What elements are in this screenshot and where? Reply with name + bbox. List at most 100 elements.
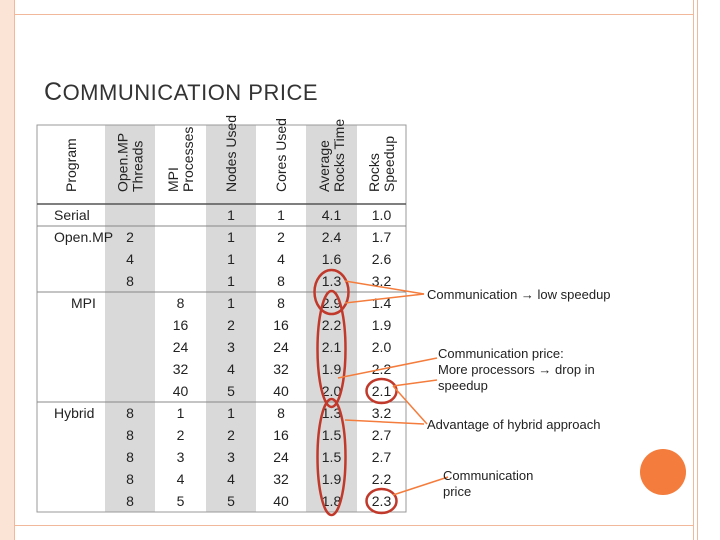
table-cell: 1	[227, 207, 235, 223]
table-cell: 2	[227, 427, 235, 443]
table-cell: 32	[173, 361, 189, 377]
shaded-column	[105, 125, 155, 512]
annotation-line: Communication	[443, 468, 534, 483]
table-cell: 8	[126, 471, 134, 487]
table-cell: 8	[277, 405, 285, 421]
table-cell: 4	[227, 361, 235, 377]
table-cell: 24	[173, 339, 189, 355]
slide-title-rest: OMMUNICATION PRICE	[62, 80, 319, 105]
table-cell: 40	[173, 383, 189, 399]
table-cell: 1	[227, 229, 235, 245]
slide-title-initial: C	[44, 78, 63, 106]
table-header-label: Speedup	[381, 136, 397, 192]
annotation-line: More processors → drop in	[438, 362, 595, 377]
table-cell: 3	[227, 339, 235, 355]
table-header-label: Program	[63, 138, 79, 192]
callout-line	[392, 476, 449, 496]
table-cell: 16	[273, 317, 289, 333]
table-cell: 24	[273, 339, 289, 355]
table-cell: 4	[177, 471, 185, 487]
table-cell: 8	[126, 427, 134, 443]
slide-frame-bottom	[14, 525, 693, 526]
table-cell: 2.6	[372, 251, 392, 267]
table-border	[36, 124, 407, 513]
shaded-column	[306, 125, 357, 512]
highlight-oval	[313, 268, 350, 316]
table-cell: 1.9	[322, 361, 342, 377]
table-cell: 8	[126, 273, 134, 289]
table-cell: 1	[227, 295, 235, 311]
table-cell: 1.5	[322, 427, 342, 443]
callout-line	[392, 385, 428, 425]
table-cell: 5	[227, 383, 235, 399]
table-header-label: Processes	[180, 127, 196, 192]
annotation-communication-price-2: Communication price	[443, 468, 533, 500]
table-header-label: MPI	[165, 167, 181, 192]
annotation-line: price	[443, 484, 472, 499]
table-cell: 1	[177, 405, 185, 421]
table-header-label: Rocks Time	[331, 119, 347, 192]
slide-frame-line-left	[14, 0, 15, 540]
highlight-oval	[316, 289, 347, 409]
annotation-communication-price: Communication price: More processors → d…	[438, 346, 595, 394]
table-cell: 1	[227, 405, 235, 421]
slide-title: COMMUNICATION PRICE	[44, 78, 318, 107]
slide-frame-right	[693, 0, 694, 540]
table-cell: 2.7	[372, 427, 392, 443]
table-cell: 2.0	[372, 339, 392, 355]
table-cell: 8	[277, 295, 285, 311]
table-cell: 2.2	[322, 317, 342, 333]
table-cell: 2.1	[322, 339, 342, 355]
table-cell: 8	[126, 405, 134, 421]
table-cell: 2.3	[372, 493, 392, 509]
table-cell: 1.3	[322, 273, 342, 289]
table-cell: 8	[126, 449, 134, 465]
annotation-line: speedup	[438, 378, 488, 393]
table-header-label: Open.MP	[115, 133, 131, 192]
table-cell: 2	[227, 317, 235, 333]
table-cell: 5	[227, 493, 235, 509]
table-cell: 40	[273, 383, 289, 399]
table-cell: 40	[273, 493, 289, 509]
table-cell: 1	[227, 273, 235, 289]
table-cell: 4	[277, 251, 285, 267]
slide-frame-top	[14, 14, 693, 15]
highlight-oval	[316, 397, 347, 517]
table-cell: 3	[227, 449, 235, 465]
callout-line	[392, 379, 438, 387]
table-row-label: Serial	[54, 207, 90, 223]
table-cell: 1.9	[372, 317, 392, 333]
table-cell: 4.1	[322, 207, 342, 223]
table-cell: 1.3	[322, 405, 342, 421]
highlight-circle	[365, 487, 398, 515]
table-cell: 1.6	[322, 251, 342, 267]
decorative-orange-circle	[640, 449, 686, 495]
table-cell: 2.0	[322, 383, 342, 399]
shaded-column	[206, 125, 256, 512]
table-header-label: Rocks	[366, 153, 382, 192]
table-cell: 8	[177, 295, 185, 311]
table-cell: 1.0	[372, 207, 392, 223]
annotation-low-speedup: Communication → low speedup	[427, 287, 611, 302]
table-cell: 4	[227, 471, 235, 487]
table-cell: 3.2	[372, 405, 392, 421]
table-cell: 8	[277, 273, 285, 289]
table-cell: 3	[177, 449, 185, 465]
annotation-line: Communication price:	[438, 346, 564, 361]
slide-frame-left	[0, 0, 14, 540]
table-cell: 3.2	[372, 273, 392, 289]
table-cell: 24	[273, 449, 289, 465]
table-cell: 1	[277, 207, 285, 223]
table-header-label: Cores Used	[273, 118, 289, 192]
table-cell: 2	[126, 229, 134, 245]
table-cell: 2.2	[372, 471, 392, 487]
table-header-label: Average	[316, 140, 332, 192]
table-cell: 1.9	[322, 471, 342, 487]
table-cell: 32	[273, 471, 289, 487]
table-cell: 2.1	[372, 383, 392, 399]
table-cell: 1	[227, 251, 235, 267]
table-cell: 2.4	[322, 229, 342, 245]
table-header-label: Nodes Used	[223, 115, 239, 192]
callout-line	[337, 357, 438, 379]
callout-line	[344, 280, 425, 295]
